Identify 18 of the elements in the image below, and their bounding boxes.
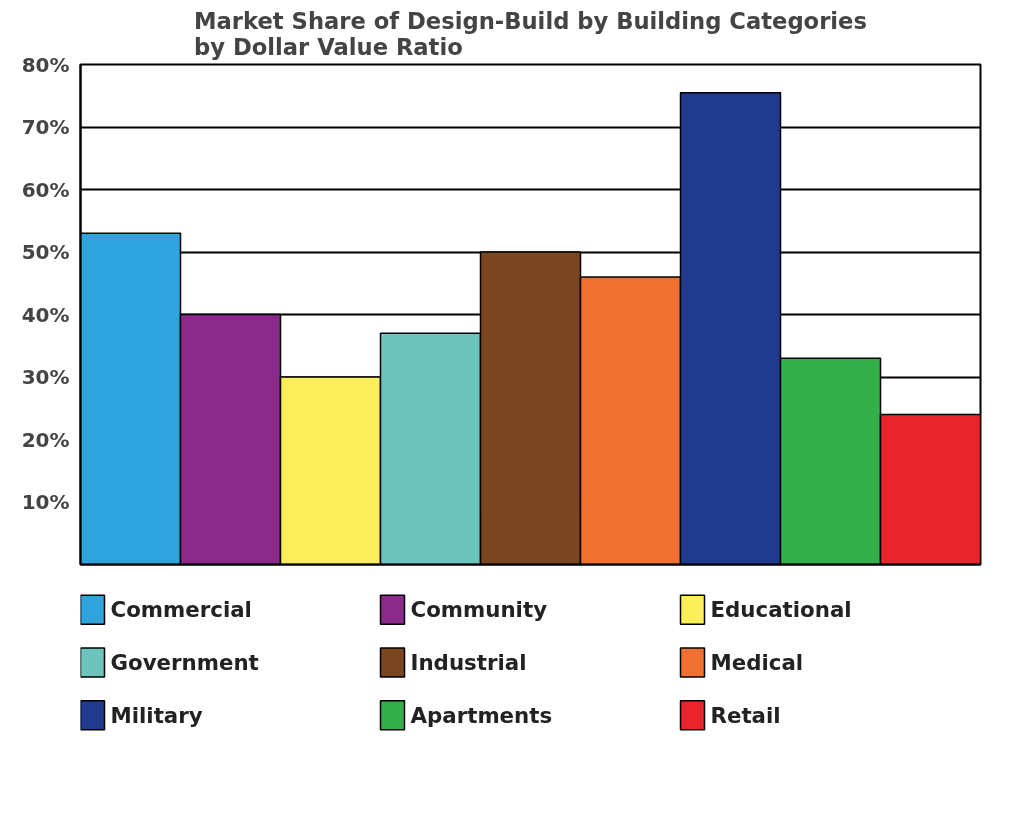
legend-label: Commercial xyxy=(110,597,252,623)
y-tick-label: 40% xyxy=(21,302,70,327)
legend-label: Medical xyxy=(710,650,804,675)
y-tick-label: 80% xyxy=(21,52,70,77)
y-tick-label: 30% xyxy=(21,365,70,389)
y-tick-label: 70% xyxy=(21,115,70,139)
legend-label: Government xyxy=(110,650,259,675)
legend-label: Military xyxy=(110,702,203,728)
y-tick-label: 50% xyxy=(21,240,70,264)
legend-label: Retail xyxy=(710,702,781,728)
y-tick-label: 10% xyxy=(21,490,70,514)
legend-label: Educational xyxy=(710,597,852,623)
y-tick-label: 60% xyxy=(21,177,70,202)
legend-label: Community xyxy=(410,597,548,623)
chart-title: Market Share of Design-Build by Building Categories by Dollar Value Ratio xyxy=(194,7,867,60)
legend-label: Apartments xyxy=(410,702,553,728)
y-tick-label: 20% xyxy=(21,427,70,452)
legend-label: Industrial xyxy=(410,650,527,675)
